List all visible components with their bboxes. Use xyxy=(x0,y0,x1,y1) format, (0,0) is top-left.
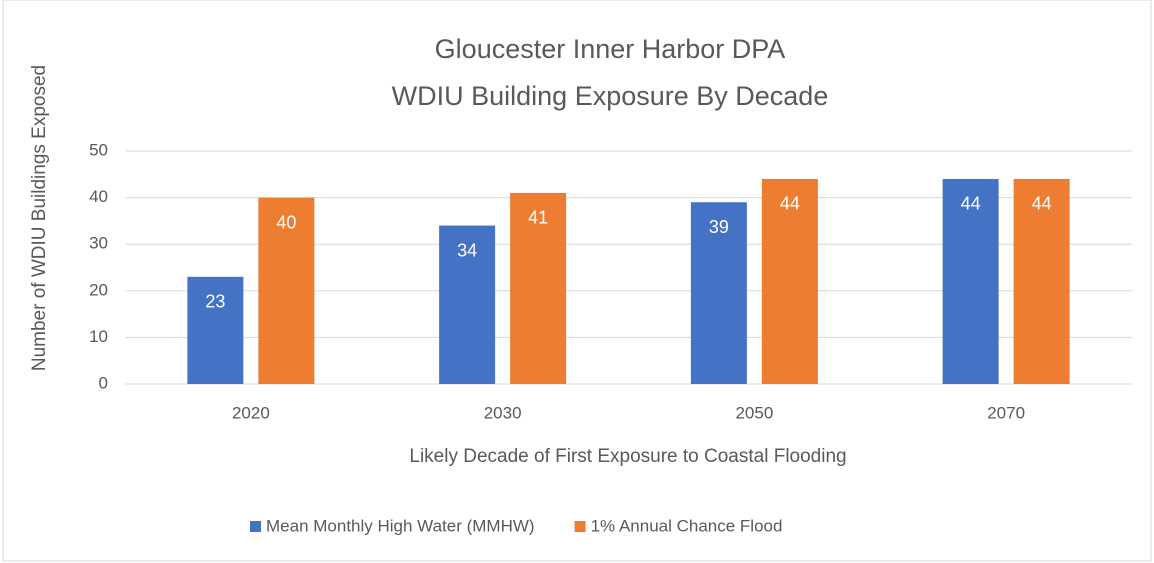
bar xyxy=(761,178,818,384)
data-label: 44 xyxy=(1032,194,1052,214)
x-axis-label: Likely Decade of First Exposure to Coast… xyxy=(409,446,846,467)
bar xyxy=(187,276,244,384)
legend-label: 1% Annual Chance Flood xyxy=(591,516,783,535)
data-label: 44 xyxy=(961,194,981,214)
bar xyxy=(439,225,496,384)
bar xyxy=(1013,178,1070,384)
data-label: 41 xyxy=(528,208,548,228)
data-label: 40 xyxy=(276,212,296,232)
x-tick-label: 2050 xyxy=(735,403,773,422)
x-tick-label: 2030 xyxy=(484,403,522,422)
data-label: 44 xyxy=(780,194,800,214)
x-tick-label: 2020 xyxy=(232,403,270,422)
y-tick-label: 10 xyxy=(89,327,108,346)
data-label: 39 xyxy=(709,217,729,237)
bar xyxy=(510,192,567,384)
bar xyxy=(258,197,315,384)
data-label: 23 xyxy=(205,292,225,312)
y-axis-label: Number of WDIU Buildings Exposed xyxy=(29,65,50,371)
y-tick-label: 40 xyxy=(89,187,108,206)
bar xyxy=(690,202,747,384)
y-tick-label: 30 xyxy=(89,234,108,253)
y-tick-label: 0 xyxy=(99,373,108,392)
chart-title: WDIU Building Exposure By Decade xyxy=(392,81,829,111)
legend-label: Mean Monthly High Water (MMHW) xyxy=(266,516,535,535)
data-label: 34 xyxy=(457,240,477,260)
legend-swatch xyxy=(574,521,586,532)
chart-title: Gloucester Inner Harbor DPA xyxy=(435,34,786,64)
bar xyxy=(942,178,999,384)
x-tick-label: 2070 xyxy=(987,403,1025,422)
y-tick-label: 50 xyxy=(89,140,108,159)
legend-swatch xyxy=(250,521,261,532)
y-tick-label: 20 xyxy=(89,280,108,299)
